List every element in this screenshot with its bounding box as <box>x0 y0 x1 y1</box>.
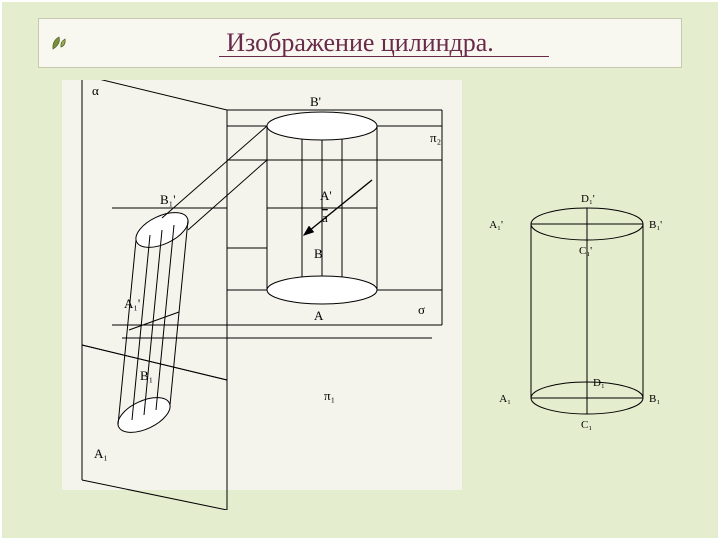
diagram-area: a α B' π₂ B₁' A' B A₁' A <box>62 80 682 510</box>
label-A1-left: A₁ <box>94 446 108 461</box>
label-A-prime: A' <box>320 188 332 203</box>
label-A1-prime-r: A₁' <box>489 219 503 231</box>
label-A1-prime-left: A₁' <box>124 296 140 311</box>
label-B1-prime-r: B₁' <box>649 219 662 231</box>
label-A: A <box>314 308 324 323</box>
label-B1-r: B₁ <box>649 393 660 405</box>
label-alpha: α <box>92 83 99 98</box>
label-D1: D₁ <box>593 377 605 389</box>
leaf-icon <box>51 35 67 51</box>
page-title: Изображение цилиндра. <box>226 28 494 58</box>
label-B-prime: B' <box>310 94 321 109</box>
drawing-svg: a α B' π₂ B₁' A' B A₁' A <box>62 80 682 510</box>
label-D1-prime: D₁' <box>581 193 595 205</box>
label-sigma: σ <box>418 302 425 317</box>
label-pi2: π₂ <box>430 130 441 145</box>
label-B: B <box>314 246 323 261</box>
right-cylinder: D₁' A₁' B₁' C₁' D₁ A₁ B₁ C₁ <box>489 193 662 431</box>
title-bar: Изображение цилиндра. <box>38 18 682 68</box>
label-B1-left: B₁ <box>140 368 153 383</box>
label-A1-r: A₁ <box>499 393 511 405</box>
label-C1-prime: C₁' <box>579 245 592 257</box>
label-C1-r: C₁ <box>581 419 592 431</box>
label-B1-prime-left: B₁' <box>160 192 176 207</box>
label-pi1: π₁ <box>324 388 335 403</box>
label-a-bar: a <box>322 210 328 225</box>
title-underline <box>219 56 549 57</box>
